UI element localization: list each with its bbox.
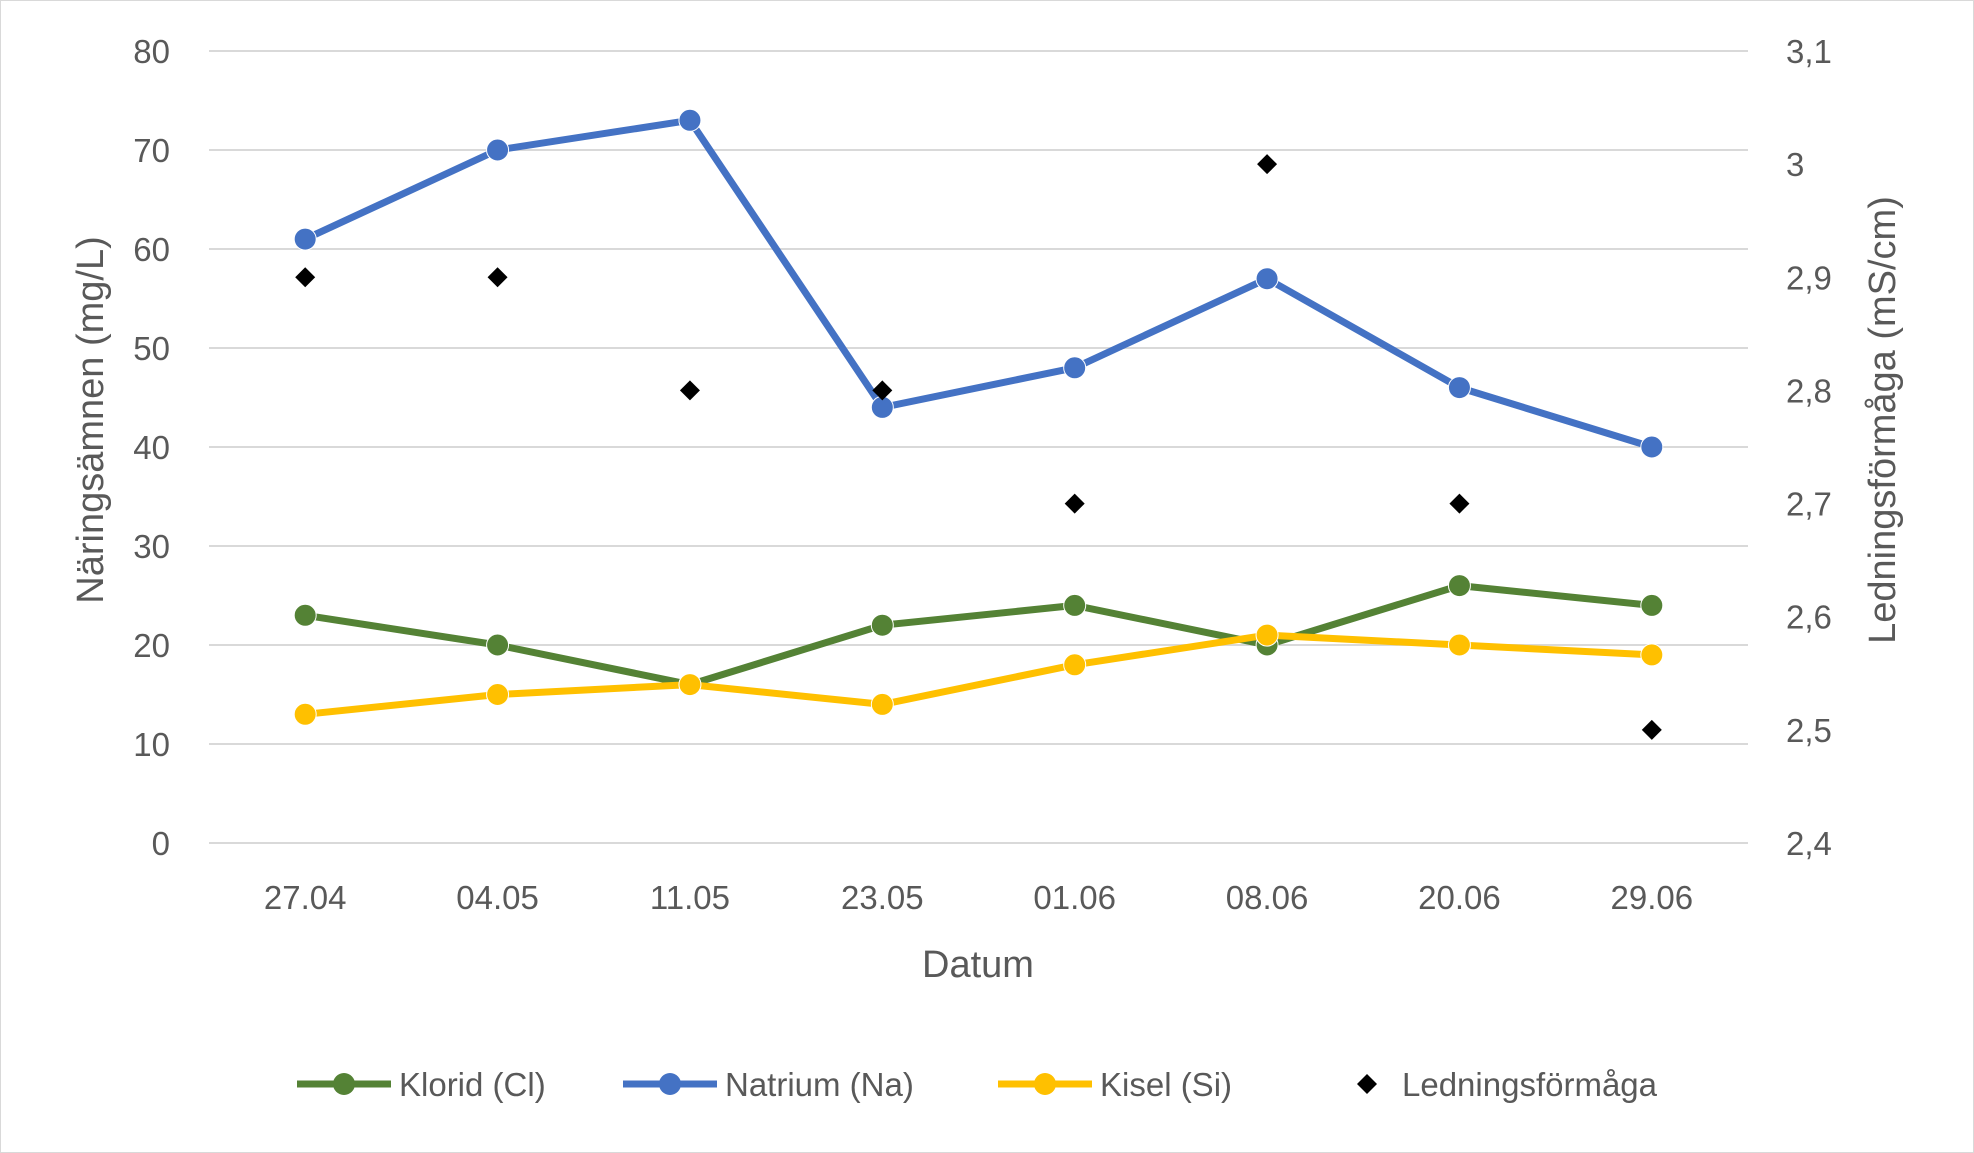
- y-tick-label: 70: [133, 132, 170, 169]
- x-tick-label: 08.06: [1226, 879, 1309, 916]
- data-point: [1447, 376, 1471, 400]
- y2-tick-label: 2,5: [1786, 712, 1832, 749]
- series-line: [304, 631, 1652, 718]
- data-point: [293, 702, 317, 726]
- plot-area: [293, 108, 1664, 740]
- legend-item-kisel-si: Kisel (Si): [998, 1066, 1232, 1103]
- y-tick-label: 50: [133, 330, 170, 367]
- series-line: [303, 116, 1653, 451]
- y-tick-label: 10: [133, 726, 170, 763]
- x-tick-label: 20.06: [1418, 879, 1501, 916]
- data-point: [1640, 593, 1664, 617]
- y2-tick-label: 3: [1786, 146, 1804, 183]
- y2-tick-label: 2,4: [1786, 825, 1832, 862]
- data-point: [678, 108, 702, 132]
- y-tick-label: 40: [133, 429, 170, 466]
- data-point: [1255, 623, 1279, 647]
- legend-label: Klorid (Cl): [399, 1066, 546, 1103]
- x-tick-label: 23.05: [841, 879, 924, 916]
- legend-swatch-marker: [1357, 1074, 1377, 1094]
- data-point: [1064, 493, 1085, 514]
- legend-item-natrium-na: Natrium (Na): [623, 1066, 914, 1103]
- y2-tick-label: 2,8: [1786, 372, 1832, 409]
- y2-tick-label: 2,7: [1786, 486, 1832, 523]
- data-point: [1641, 719, 1662, 740]
- y-tick-label: 0: [152, 825, 170, 862]
- gridlines: [209, 50, 1748, 844]
- y-axis-right-title: Ledningsförmåga (mS/cm): [1862, 196, 1904, 644]
- data-point: [1640, 643, 1664, 667]
- y-axis-left-ticks: 0 10 20 30 40 50 60 70 80: [133, 33, 170, 862]
- legend-item-klorid-cl: Klorid (Cl): [297, 1066, 546, 1103]
- data-point: [1447, 574, 1471, 598]
- y2-tick-label: 2,9: [1786, 259, 1832, 296]
- y-tick-label: 30: [133, 528, 170, 565]
- x-tick-label: 01.06: [1033, 879, 1116, 916]
- data-point: [1063, 356, 1087, 380]
- data-point: [1257, 154, 1278, 175]
- y-axis-right-ticks: 2,4 2,5 2,6 2,7 2,8 2,9 3 3,1: [1786, 33, 1832, 862]
- data-point: [1640, 435, 1664, 459]
- legend-swatch-marker: [333, 1073, 355, 1095]
- data-point: [872, 380, 893, 401]
- legend-label: Natrium (Na): [725, 1066, 914, 1103]
- y-axis-left-title: Näringsämnen (mg/L): [70, 236, 112, 603]
- legend-swatch-marker: [659, 1073, 681, 1095]
- series-ledningsf-rm-ga: [295, 154, 1662, 740]
- x-tick-label: 04.05: [456, 879, 539, 916]
- x-tick-label: 27.04: [264, 879, 347, 916]
- data-point: [1063, 593, 1087, 617]
- legend-item-ledningsf-rm-ga: Ledningsförmåga: [1357, 1066, 1658, 1103]
- legend: Klorid (Cl) Natrium (Na) Kisel (Si) Ledning…: [297, 1066, 1658, 1103]
- y2-tick-label: 2,6: [1786, 599, 1832, 636]
- data-point: [293, 603, 317, 627]
- y2-tick-label: 3,1: [1786, 33, 1832, 70]
- data-point: [487, 267, 508, 288]
- data-point: [486, 633, 510, 657]
- data-point: [678, 673, 702, 697]
- series-line: [304, 582, 1653, 689]
- y-tick-label: 60: [133, 231, 170, 268]
- data-point: [486, 138, 510, 162]
- x-tick-label: 11.05: [650, 879, 730, 916]
- data-point: [1063, 653, 1087, 677]
- legend-swatch-marker: [1034, 1073, 1056, 1095]
- data-point: [295, 267, 316, 288]
- series-natrium-na: [293, 108, 1664, 459]
- data-point: [870, 613, 894, 637]
- data-point: [679, 380, 700, 401]
- data-point: [870, 692, 894, 716]
- series-kisel-si: [293, 623, 1664, 726]
- data-point: [486, 683, 510, 706]
- data-point: [293, 227, 317, 251]
- legend-label: Ledningsförmåga: [1402, 1066, 1658, 1103]
- data-point: [1449, 493, 1470, 514]
- data-point: [1447, 633, 1471, 657]
- x-axis-title: Datum: [922, 944, 1034, 986]
- y-tick-label: 20: [133, 627, 170, 664]
- y-tick-label: 80: [133, 33, 170, 70]
- x-axis-ticks: 27.04 04.05 11.05 23.05 01.06 08.06 20.06 29.06: [264, 879, 1693, 916]
- data-point: [1255, 267, 1279, 291]
- legend-label: Kisel (Si): [1100, 1066, 1232, 1103]
- x-tick-label: 29.06: [1611, 879, 1694, 916]
